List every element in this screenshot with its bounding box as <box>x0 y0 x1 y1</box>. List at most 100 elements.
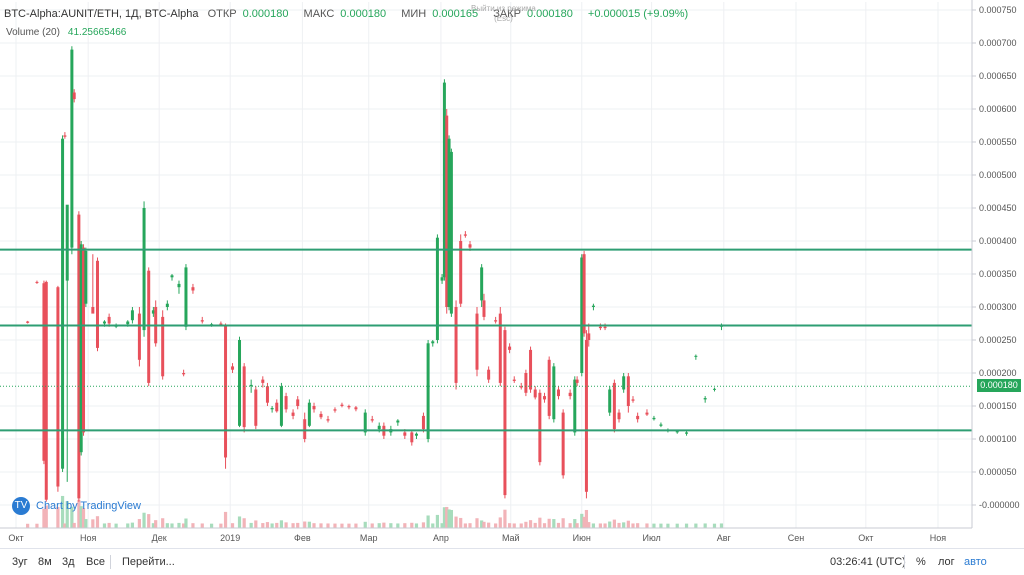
volume-bar <box>494 523 498 528</box>
log-toggle[interactable]: лог <box>938 556 955 568</box>
x-tick-label: Май <box>502 533 520 543</box>
candle <box>538 389 542 466</box>
candle-body <box>533 389 537 398</box>
volume-bar <box>675 523 679 528</box>
range-all-button[interactable]: Все <box>86 556 105 568</box>
candle-body <box>512 379 516 381</box>
candle <box>151 307 155 317</box>
candle <box>712 387 716 392</box>
candle-body <box>598 326 602 329</box>
volume-bar <box>79 506 83 528</box>
volume-bar <box>326 523 330 528</box>
candle-body <box>582 254 586 334</box>
volume-bar <box>42 508 46 528</box>
candle <box>447 135 451 311</box>
candle-body <box>26 321 30 323</box>
exit-hint-line2: (Esc) <box>494 14 513 23</box>
y-tick-label: 0.000600 <box>979 104 1017 114</box>
candle <box>508 343 512 354</box>
candle <box>703 396 707 403</box>
tradingview-watermark[interactable]: TV Chart by TradingView <box>12 497 141 515</box>
candle <box>529 346 533 393</box>
range-3d-button[interactable]: 3д <box>62 556 75 568</box>
candle-body <box>72 92 76 100</box>
volume-bar <box>703 523 707 528</box>
volume-bar <box>580 513 584 528</box>
candle <box>170 274 174 281</box>
candle-body <box>61 138 65 469</box>
volume-bar <box>307 521 311 528</box>
candle <box>35 280 39 284</box>
volume-bar <box>507 523 512 528</box>
candle-body <box>580 257 584 373</box>
candle-body <box>254 389 258 426</box>
percent-toggle[interactable]: % <box>916 556 926 568</box>
candle-body <box>591 305 595 307</box>
candle <box>463 231 467 238</box>
volume-bar <box>354 523 358 528</box>
candlestick-chart[interactable]: 0.000750 0.000700 0.000650 0.000600 0.000550… <box>0 0 1024 548</box>
volume-bar <box>445 506 449 528</box>
range-8m-button[interactable]: 8м <box>38 556 52 568</box>
volume-bar <box>170 523 174 528</box>
candle <box>435 234 439 344</box>
candle-body <box>261 379 265 383</box>
volume-bar <box>538 517 542 528</box>
candle-body <box>475 313 479 370</box>
volume-bar <box>165 523 169 528</box>
x-tick-label: Фев <box>294 533 311 543</box>
close-value: 0.000180 <box>526 8 573 20</box>
bottom-toolbar: 3уг 8м 3д Все Перейти... 03:26:41 (UTC) … <box>0 548 1024 575</box>
candle <box>142 201 146 337</box>
volume-label[interactable]: Volume (20) <box>6 27 60 38</box>
volume-bar <box>147 514 151 528</box>
candle-body <box>459 241 463 304</box>
y-tick-label: 0.000650 <box>979 71 1017 81</box>
candle-body <box>326 419 330 421</box>
volume-bar <box>114 523 118 528</box>
symbol-title[interactable]: BTC-Alpha:AUNIT/ETH, 1Д, BTC-Alpha <box>4 8 199 20</box>
candle-body <box>231 366 235 370</box>
volume-bar <box>91 519 95 528</box>
volume-bar <box>584 509 589 528</box>
y-tick-label: 0.000250 <box>979 335 1017 345</box>
y-tick-label: 0.000750 <box>979 5 1017 15</box>
exit-fullscreen-hint[interactable]: Выйти из режима (Esc) <box>471 4 536 24</box>
candle-body <box>468 244 472 248</box>
candle-body <box>449 151 453 314</box>
volume-bar <box>475 518 479 528</box>
candle-body <box>626 376 630 406</box>
volume-bar <box>261 523 265 528</box>
candle-body <box>556 389 560 397</box>
auto-scale-toggle[interactable]: авто <box>964 556 987 568</box>
candle-body <box>547 359 551 416</box>
candle-body <box>270 407 274 410</box>
volume-bar <box>598 523 602 528</box>
goto-date-button[interactable]: Перейти... <box>122 556 175 568</box>
volume-bar <box>645 523 649 528</box>
candle <box>512 376 516 383</box>
candle-body <box>340 404 344 406</box>
candle-body <box>354 407 358 410</box>
candle <box>307 399 311 428</box>
candle-body <box>431 341 435 344</box>
x-tick-label: Мар <box>360 533 378 543</box>
high-value: 0.000180 <box>340 8 387 20</box>
volume-bar <box>542 523 547 528</box>
range-3y-button[interactable]: 3уг <box>12 556 28 568</box>
volume-bar <box>631 523 635 528</box>
candle <box>265 382 269 406</box>
volume-bar <box>587 522 591 528</box>
volume-bar <box>454 516 458 528</box>
candle-body <box>242 366 246 428</box>
candle-body <box>524 373 528 393</box>
candle-body <box>130 310 134 321</box>
x-tick-label: Июн <box>573 533 591 543</box>
volume-bar <box>719 523 724 528</box>
x-tick-label: Сен <box>788 533 805 543</box>
volume-bar <box>65 501 69 528</box>
candle <box>445 109 449 314</box>
volume-bar <box>44 505 48 528</box>
y-tick-label: 0.000700 <box>979 38 1017 48</box>
candle-body <box>377 425 381 430</box>
